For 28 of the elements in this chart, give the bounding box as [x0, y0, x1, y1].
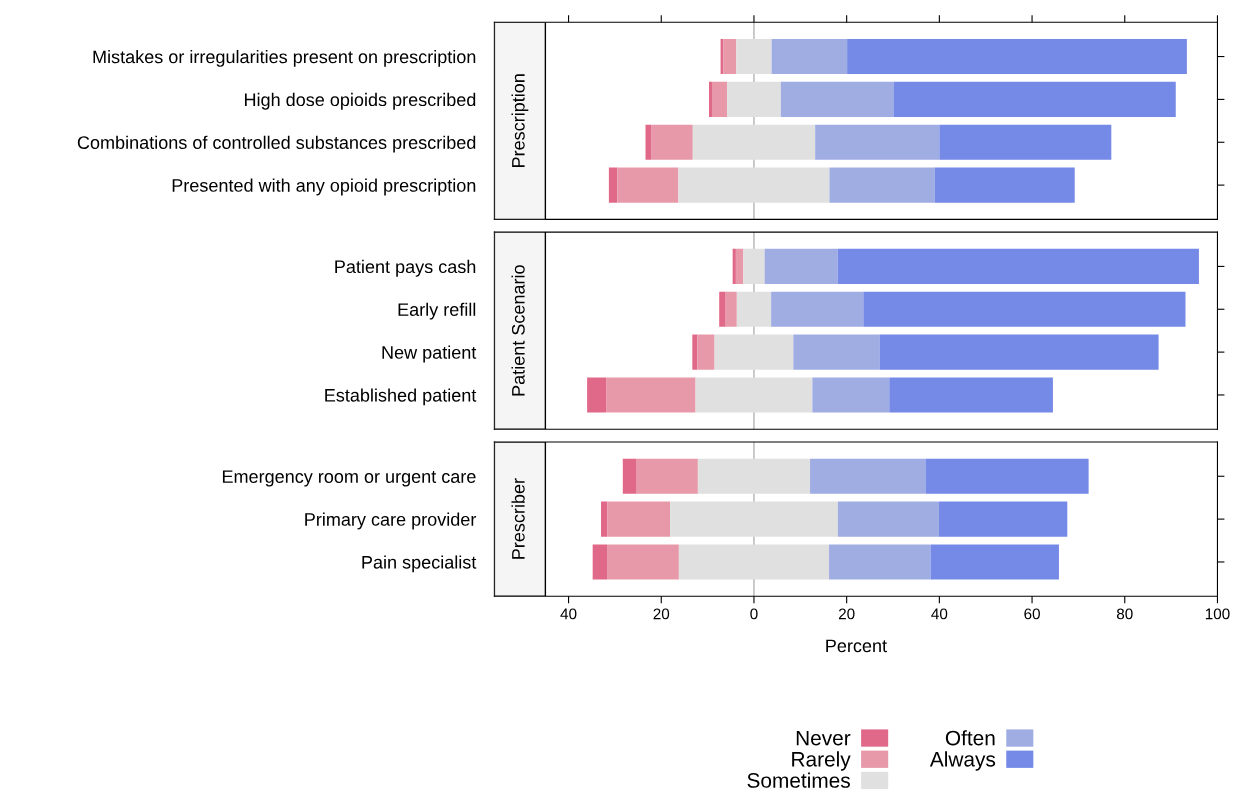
legend-label: Always [929, 751, 996, 771]
x-tick-label: 20 [653, 608, 670, 620]
y-tick-label: Primary care provider [305, 512, 477, 530]
y-tick-label: Early refill [398, 302, 476, 320]
x-tick-label: 20 [838, 608, 855, 620]
text: Prescription [511, 74, 529, 168]
y-tick-label: High dose opioids prescribed [244, 92, 476, 110]
y-tick-label: New patient [382, 345, 477, 363]
y-tick-label: Pain specialist [362, 555, 477, 573]
y-tick-label: Presented with any opioid prescription [172, 178, 476, 196]
legend-label: Never [796, 730, 851, 746]
x-tick-label: 60 [1024, 608, 1040, 620]
x-tick-label: 40 [560, 608, 577, 620]
x-tick-label: 0 [750, 608, 758, 620]
y-tick-label: Established patient [325, 388, 477, 406]
legend-label: Sometimes [747, 772, 850, 788]
x-tick-label: 80 [1116, 608, 1133, 620]
y-tick-label: Emergency room or urgent care [222, 470, 476, 487]
x-tick-label: 100 [1205, 608, 1230, 620]
legend-label: Often [945, 730, 995, 746]
text: Patient Scenario [511, 265, 525, 396]
x-axis-title: Percent [826, 639, 887, 653]
text: Prescriber [511, 478, 525, 559]
y-tick-label: Patient pays cash [335, 259, 476, 277]
legend-label: Rarely [792, 751, 851, 771]
y-tick-label: Combinations of controlled substances prescribed [77, 135, 476, 153]
y-tick-label: Mistakes or irregularities present on prescription [93, 50, 476, 67]
x-tick-label: 40 [931, 608, 948, 620]
